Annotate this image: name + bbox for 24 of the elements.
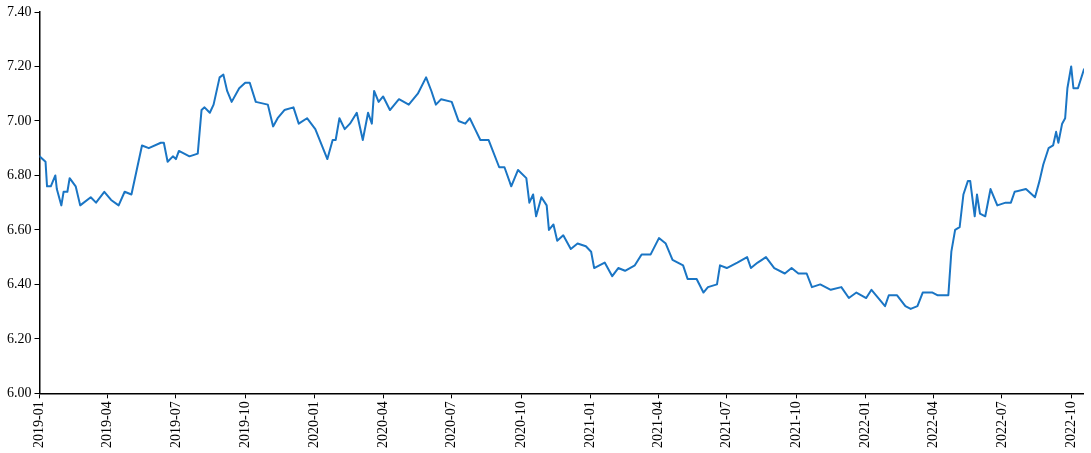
y-tick-label: 6.20 xyxy=(7,330,32,346)
x-tick-label: 2019-04 xyxy=(99,401,114,449)
x-tick-label: 2020-04 xyxy=(374,401,390,449)
x-tick-label: 2022-07 xyxy=(993,401,1009,449)
x-tick-label: 2019-10 xyxy=(236,401,252,449)
y-tick-label: 7.20 xyxy=(7,58,32,74)
x-tick-label: 2022-01 xyxy=(857,401,873,449)
y-tick-label: 7.40 xyxy=(7,3,32,19)
x-tick-label: 2022-10 xyxy=(1062,401,1078,449)
x-tick-label: 2021-04 xyxy=(649,401,665,449)
x-tick-label: 2021-01 xyxy=(582,401,598,449)
x-tick-label: 2021-07 xyxy=(718,401,734,449)
x-tick-label: 2022-04 xyxy=(924,401,940,449)
x-tick-label: 2020-10 xyxy=(512,401,528,449)
y-tick-label: 6.80 xyxy=(7,167,32,183)
x-tick-label: 2019-07 xyxy=(167,401,183,449)
x-tick-label: 2019-01 xyxy=(31,401,47,449)
y-tick-label: 7.00 xyxy=(7,112,32,128)
x-tick-label: 2020-07 xyxy=(443,401,459,449)
x-tick-label: 2021-10 xyxy=(787,401,803,449)
y-tick-label: 6.40 xyxy=(7,276,32,292)
y-tick-label: 6.00 xyxy=(7,385,32,401)
y-tick-label: 6.60 xyxy=(7,221,32,237)
x-tick-label: 2020-01 xyxy=(306,401,322,449)
